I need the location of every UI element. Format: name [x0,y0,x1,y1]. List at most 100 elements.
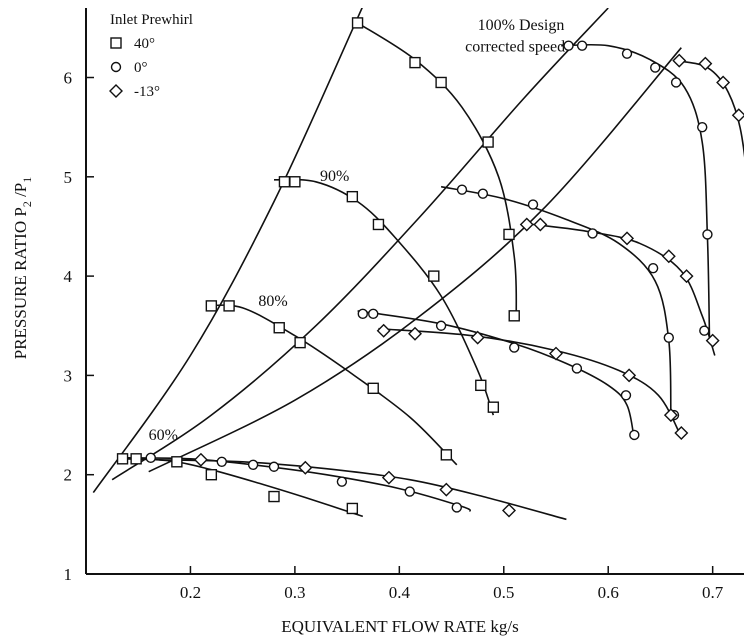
speed-curve-90%-m13 [524,222,716,356]
x-axis-title: EQUIVALENT FLOW RATE kg/s [281,617,519,636]
square-point-17 [294,336,306,349]
speed-curves [117,22,744,521]
diamond-point-8 [519,217,534,232]
square-point-25 [346,502,359,515]
y-axis-title-sub1: 1 [20,177,34,183]
diamond-point-12 [679,269,694,284]
speed-curve-80%-40 [206,304,458,466]
circle-point-4 [650,62,661,73]
legend-marker-square [110,37,122,49]
legend-label-square: 40° [134,36,155,52]
square-point-18 [367,382,379,395]
speed-curve-100%-40 [357,22,518,316]
speed-curve-60%-m13 [159,459,567,521]
x-tick-label: 0.6 [598,583,619,602]
square-point-2 [409,56,421,69]
circle-point-7 [702,229,713,240]
speed-curve-100%-0 [561,43,711,341]
square-point-4 [482,136,494,148]
speed-curve-80%-m13 [378,327,683,438]
square-point-13 [487,401,500,413]
circle-point-10 [477,188,489,199]
diamond-point-2 [698,56,713,71]
y-tick-label: 2 [64,466,73,485]
legend-title: Inlet Prewhirl [110,12,193,28]
square-point-21 [130,453,142,465]
diamond-point-17 [622,368,637,383]
circle-point-9 [456,184,468,195]
square-point-6 [508,310,520,322]
square-point-9 [346,190,359,203]
diamond-point-4 [731,108,744,123]
square-point-23 [205,469,218,481]
annotation-4: 80% [258,293,287,310]
y-axis-title: PRESSURE RATIO P2 /P1 [11,177,34,360]
circle-point-28 [404,486,415,497]
square-point-10 [372,218,385,231]
operating-lines [92,8,682,494]
circle-point-3 [621,48,633,59]
square-point-15 [223,300,235,312]
x-tick-label: 0.3 [284,583,305,602]
x-tick-label: 0.4 [389,583,411,602]
circle-point-11 [527,199,539,210]
circle-point-14 [663,332,674,343]
axes [85,8,744,575]
y-axis-title-main: PRESSURE RATIO P [11,207,30,359]
circle-point-27 [336,476,348,487]
speed-curve-100%-m13 [675,59,744,157]
square-point-5 [503,228,515,241]
circle-point-17 [368,308,379,320]
diamond-point-19 [674,426,689,440]
annotations: 100% Design corrected speed 90% 80% 60% [149,17,565,444]
circle-point-21 [620,390,632,401]
circle-point-29 [451,502,462,513]
square-point-3 [435,76,447,89]
circle-point-26 [268,461,280,472]
circle-point-19 [509,342,520,353]
diamond-point-7 [705,333,720,348]
diamond-point-9 [533,217,548,232]
circle-point-1 [563,40,574,51]
square-point-1 [351,17,364,29]
legend-label-diamond: -13° [134,84,160,100]
diamond-point-10 [620,231,635,246]
square-point-14 [205,300,218,312]
y-axis-title-slash: /P [11,183,30,201]
circle-point-23 [145,452,156,464]
legend-marker-circle [110,61,122,73]
square-point-20 [116,453,129,465]
diamond-point-11 [661,249,676,264]
square-point-7 [278,176,291,188]
square-point-12 [475,379,487,392]
circle-point-24 [216,456,227,467]
circle-point-25 [247,459,259,470]
circle-point-20 [571,363,583,374]
diamond-point-20 [193,452,208,467]
speed-curve-60%-0 [127,457,472,513]
circle-point-13 [647,262,659,274]
circle-point-6 [697,121,708,133]
square-point-24 [268,490,280,503]
circle-point-5 [670,77,682,88]
diamond-point-13 [376,323,391,338]
y-tick-label: 6 [64,69,73,88]
diamond-point-14 [408,326,422,341]
y-axis-title-sub2: 2 [20,201,34,207]
square-point-11 [428,270,440,282]
legend-label-circle: 0° [134,60,148,76]
square-point-19 [440,449,453,461]
annotation-5: 60% [149,427,178,444]
circle-point-2 [576,40,588,51]
operating-line-2 [111,8,609,481]
legend-marker-diamond [109,84,123,98]
legend: Inlet Prewhirl 40° 0° -13° [109,12,193,100]
x-tick-label: 0.2 [180,583,201,602]
speed-curve-90%-40 [273,178,495,416]
circle-point-12 [587,228,598,239]
operating-line-3 [148,47,682,473]
annotation-2: corrected speed [465,39,565,56]
circle-point-22 [629,429,640,441]
square-point-22 [171,456,183,468]
